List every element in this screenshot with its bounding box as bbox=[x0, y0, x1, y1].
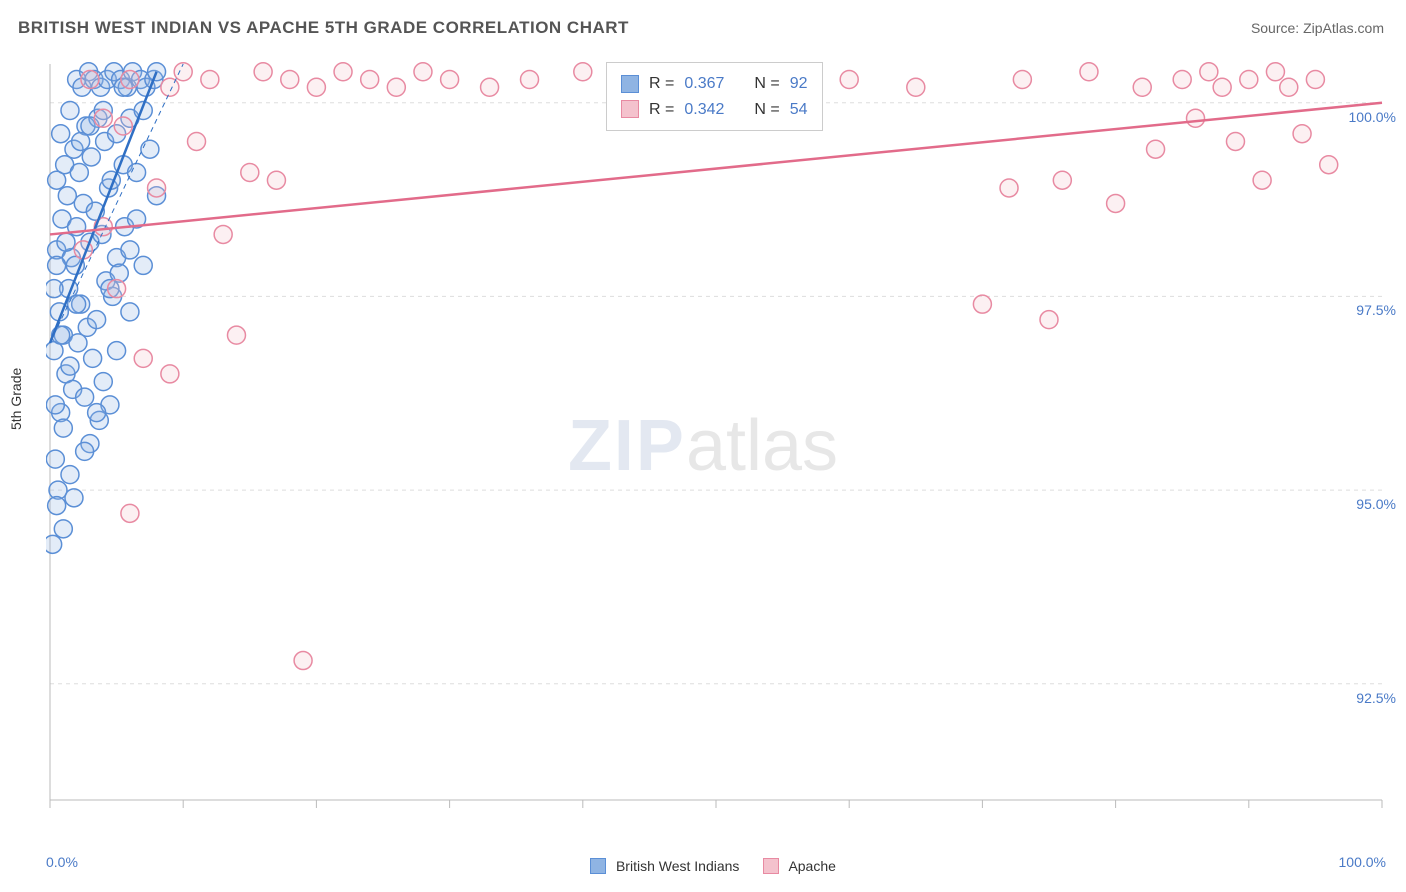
stats-row-series-0: R = 0.367 N = 92 bbox=[621, 71, 808, 97]
y-tick-label: 95.0% bbox=[1356, 496, 1396, 512]
stats-legend-box: R = 0.367 N = 92 R = 0.342 N = 54 bbox=[606, 62, 823, 131]
scatter-plot-svg bbox=[46, 60, 1386, 830]
r-label: R = bbox=[649, 97, 674, 123]
bottom-legend: British West Indians Apache bbox=[0, 858, 1406, 874]
n-label: N = bbox=[754, 97, 779, 123]
stats-row-series-1: R = 0.342 N = 54 bbox=[621, 97, 808, 123]
swatch-icon bbox=[621, 100, 639, 118]
n-value: 92 bbox=[790, 71, 808, 97]
r-value: 0.367 bbox=[684, 71, 724, 97]
swatch-icon bbox=[763, 858, 779, 874]
swatch-icon bbox=[590, 858, 606, 874]
y-tick-label: 97.5% bbox=[1356, 302, 1396, 318]
n-value: 54 bbox=[790, 97, 808, 123]
y-axis-label: 5th Grade bbox=[8, 368, 24, 430]
r-label: R = bbox=[649, 71, 674, 97]
y-tick-label: 92.5% bbox=[1356, 690, 1396, 706]
swatch-icon bbox=[621, 75, 639, 93]
y-tick-label: 100.0% bbox=[1349, 109, 1396, 125]
legend-label-1: Apache bbox=[788, 858, 835, 874]
legend-label-0: British West Indians bbox=[616, 858, 739, 874]
n-label: N = bbox=[754, 71, 779, 97]
chart-container: BRITISH WEST INDIAN VS APACHE 5TH GRADE … bbox=[0, 0, 1406, 892]
source-label: Source: ZipAtlas.com bbox=[1251, 20, 1384, 36]
r-value: 0.342 bbox=[684, 97, 724, 123]
chart-title: BRITISH WEST INDIAN VS APACHE 5TH GRADE … bbox=[18, 18, 629, 38]
plot-area bbox=[46, 60, 1386, 830]
